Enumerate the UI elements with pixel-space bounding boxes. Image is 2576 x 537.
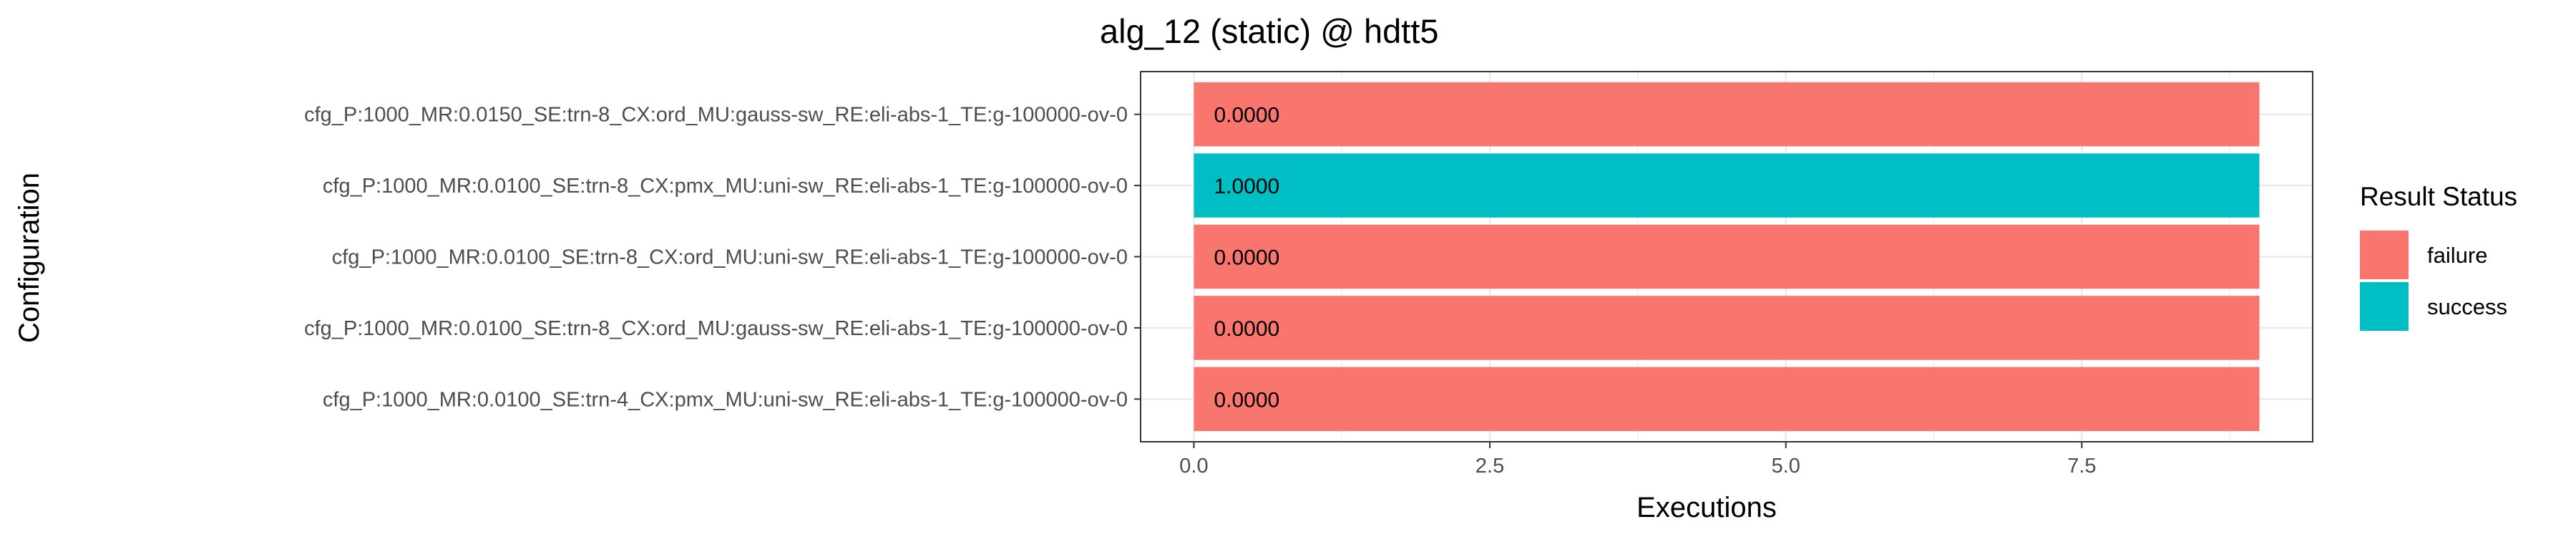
bar-value-label: 1.0000 bbox=[1214, 175, 1279, 198]
bar-value-label: 0.0000 bbox=[1214, 246, 1279, 270]
bar-value-label: 0.0000 bbox=[1214, 317, 1279, 341]
y-tick-label: cfg_P:1000_MR:0.0100_SE:trn-4_CX:pmx_MU:… bbox=[323, 388, 1128, 411]
legend-title: Result Status bbox=[2360, 182, 2517, 211]
bar bbox=[1194, 224, 2260, 289]
legend: Result Status failure success bbox=[2360, 182, 2517, 331]
x-axis-label: Executions bbox=[1636, 492, 1777, 523]
x-tick-label: 2.5 bbox=[1475, 455, 1504, 478]
legend-key-success bbox=[2360, 282, 2409, 331]
y-tick-label: cfg_P:1000_MR:0.0100_SE:trn-8_CX:ord_MU:… bbox=[304, 317, 1128, 340]
bars bbox=[1194, 82, 2260, 432]
y-tick-label: cfg_P:1000_MR:0.0100_SE:trn-8_CX:pmx_MU:… bbox=[323, 175, 1128, 198]
bar bbox=[1194, 296, 2260, 360]
legend-label-failure: failure bbox=[2427, 243, 2487, 268]
bar-labels: 0.0000 1.0000 0.0000 0.0000 0.0000 bbox=[1214, 104, 1279, 412]
x-axis: 0.0 2.5 5.0 7.5 bbox=[1179, 442, 2097, 478]
bar bbox=[1194, 82, 2260, 147]
y-axis-label: Configuration bbox=[14, 173, 45, 343]
y-axis: cfg_P:1000_MR:0.0150_SE:trn-8_CX:ord_MU:… bbox=[304, 104, 1141, 411]
y-tick-label: cfg_P:1000_MR:0.0150_SE:trn-8_CX:ord_MU:… bbox=[304, 104, 1128, 127]
bar-value-label: 0.0000 bbox=[1214, 104, 1279, 127]
x-tick-label: 0.0 bbox=[1179, 455, 1208, 478]
legend-entries: failure success bbox=[2360, 231, 2507, 331]
y-tick-label: cfg_P:1000_MR:0.0100_SE:trn-8_CX:ord_MU:… bbox=[332, 246, 1128, 269]
x-tick-label: 7.5 bbox=[2067, 455, 2096, 478]
chart-title: alg_12 (static) @ hdtt5 bbox=[1100, 12, 1439, 50]
bar bbox=[1194, 153, 2260, 218]
x-tick-label: 5.0 bbox=[1772, 455, 1800, 478]
legend-label-success: success bbox=[2427, 294, 2507, 319]
bar-value-label: 0.0000 bbox=[1214, 388, 1279, 412]
legend-key-failure bbox=[2360, 231, 2409, 279]
bar bbox=[1194, 367, 2260, 432]
